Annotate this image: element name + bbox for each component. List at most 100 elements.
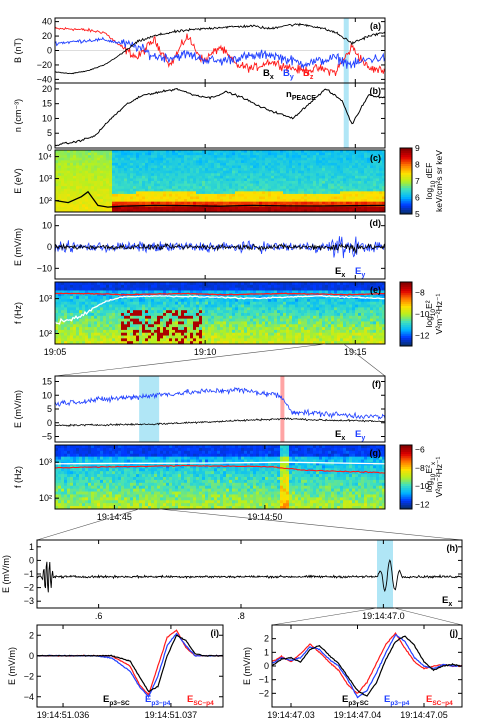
heatmap-cell <box>211 298 215 303</box>
heatmap-cell <box>97 318 101 322</box>
heatmap-cell <box>298 318 302 322</box>
heatmap-cell <box>91 304 95 308</box>
heatmap-cell <box>79 304 83 308</box>
heatmap-cell <box>232 301 236 305</box>
heatmap-cell <box>151 282 155 286</box>
heatmap-cell <box>349 321 353 325</box>
heatmap-cell <box>148 293 152 297</box>
heatmap-cell <box>124 178 128 182</box>
heatmap-cell <box>61 150 65 153</box>
heatmap-cell <box>256 160 260 164</box>
heatmap-cell <box>235 150 239 153</box>
heatmap-cell <box>112 170 116 174</box>
heatmap-cell <box>199 332 203 336</box>
heatmap-cell <box>187 170 191 174</box>
heatmap-cell <box>214 175 218 179</box>
heatmap-cell <box>157 160 161 164</box>
heatmap-cell <box>310 196 314 200</box>
heatmap-cell <box>229 160 233 164</box>
heatmap-cell <box>121 335 125 339</box>
heatmap-cell <box>202 293 206 297</box>
heatmap-cell <box>316 186 320 190</box>
heatmap-cell <box>127 188 131 192</box>
heatmap-cell <box>169 165 173 169</box>
heatmap-cell <box>232 162 236 166</box>
heatmap-cell <box>319 155 323 159</box>
heatmap-cell <box>85 168 89 172</box>
heatmap-cell <box>250 290 254 294</box>
heatmap-cell <box>322 157 326 161</box>
heatmap-cell <box>352 209 356 213</box>
heatmap-cell <box>310 170 314 174</box>
heatmap-cell <box>61 160 65 164</box>
heatmap-cell <box>211 318 215 322</box>
heatmap-cell <box>118 186 122 190</box>
heatmap-cell <box>223 310 227 314</box>
heatmap-cell <box>61 193 65 197</box>
heatmap-cell <box>235 162 239 166</box>
heatmap-cell <box>310 324 314 328</box>
heatmap-cell <box>235 315 239 320</box>
heatmap-cell <box>328 341 332 345</box>
heatmap-cell <box>334 298 338 303</box>
heatmap-cell <box>277 293 281 297</box>
heatmap-cell <box>151 318 155 322</box>
heatmap-cell <box>154 293 158 297</box>
heatmap-cell <box>100 168 104 172</box>
heatmap-cell <box>85 173 89 177</box>
heatmap-cell <box>277 162 281 166</box>
heatmap-cell <box>85 175 89 179</box>
heatmap-cell <box>172 327 176 331</box>
heatmap-cell <box>130 296 134 300</box>
heatmap-cell <box>274 324 278 328</box>
heatmap-cell <box>343 341 347 345</box>
heatmap-cell <box>112 152 116 156</box>
heatmap-cell <box>154 282 158 286</box>
heatmap-cell <box>157 335 161 339</box>
heatmap-cell <box>160 206 164 210</box>
heatmap-cell <box>139 310 143 314</box>
heatmap-cell <box>106 206 110 210</box>
heatmap-cell <box>184 315 188 320</box>
heatmap-cell <box>175 181 179 184</box>
heatmap-cell <box>262 310 266 314</box>
heatmap-cell <box>313 168 317 172</box>
heatmap-cell <box>205 329 209 334</box>
heatmap-cell <box>223 298 227 303</box>
heatmap-cell <box>367 168 371 172</box>
heatmap-cell <box>271 304 275 308</box>
heatmap-cell <box>364 199 368 203</box>
heatmap-cell <box>277 188 281 192</box>
heatmap-cell <box>202 321 206 325</box>
heatmap-cell <box>148 183 152 187</box>
heatmap-cell <box>175 307 179 311</box>
heatmap-cell <box>70 181 74 184</box>
heatmap-cell <box>241 201 245 205</box>
heatmap-cell <box>301 157 305 161</box>
heatmap-cell <box>88 201 92 205</box>
heatmap-cell <box>67 204 71 208</box>
heatmap-cell <box>286 282 290 286</box>
heatmap-cell <box>160 327 164 331</box>
heatmap-cell <box>58 196 62 200</box>
heatmap-cell <box>121 199 125 203</box>
heatmap-cell <box>61 290 65 294</box>
heatmap-cell <box>61 204 65 208</box>
heatmap-cell <box>340 162 344 166</box>
heatmap-cell <box>118 209 122 213</box>
heatmap-cell <box>169 338 173 342</box>
heatmap-cell <box>295 282 299 286</box>
heatmap-cell <box>112 282 116 286</box>
heatmap-cell <box>127 155 131 159</box>
heatmap-cell <box>121 327 125 331</box>
heatmap-cell <box>85 327 89 331</box>
heatmap-cell <box>175 304 179 308</box>
heatmap-cell <box>316 341 320 345</box>
heatmap-cell <box>247 287 251 291</box>
heatmap-cell <box>121 313 125 317</box>
heatmap-cell <box>82 206 86 210</box>
heatmap-cell <box>232 327 236 331</box>
heatmap-cell <box>355 332 359 336</box>
heatmap-cell <box>82 183 86 187</box>
heatmap-cell <box>340 157 344 161</box>
